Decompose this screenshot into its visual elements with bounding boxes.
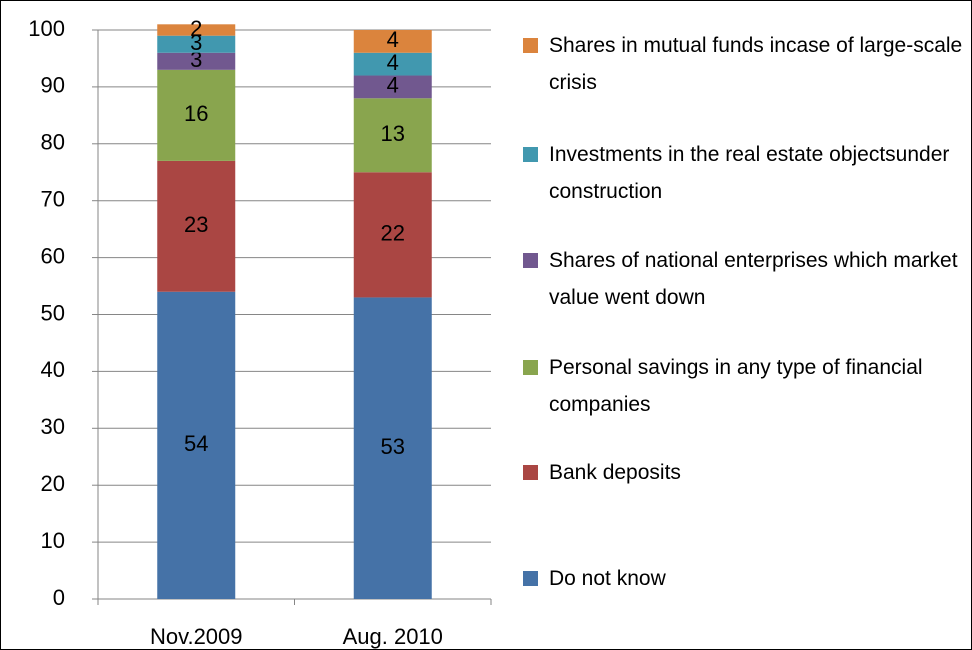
y-tick-label: 90 — [41, 73, 65, 98]
y-tick-label: 10 — [41, 528, 65, 553]
legend-label: Do not know — [549, 567, 666, 590]
x-tick-label: Aug. 2010 — [343, 624, 443, 649]
bar-segment — [157, 24, 236, 36]
bar-segment — [157, 160, 236, 292]
legend-label: Personal savings in any type of financia… — [549, 356, 923, 416]
legend-swatch — [523, 147, 538, 162]
legend-label: Investments in the real estate objectsun… — [549, 143, 950, 203]
y-tick-label: 30 — [41, 414, 65, 439]
y-tick-label: 100 — [28, 16, 65, 41]
legend-swatch — [523, 38, 538, 53]
data-label: 23 — [184, 212, 208, 237]
data-label: 4 — [387, 50, 399, 75]
legend-swatch — [523, 465, 538, 480]
bar-segment — [157, 291, 236, 599]
data-label: 4 — [387, 73, 399, 98]
bar-segment — [353, 98, 432, 173]
y-tick-label: 80 — [41, 130, 65, 155]
data-label: 16 — [184, 101, 208, 126]
data-label: 3 — [190, 47, 202, 72]
y-tick-label: 20 — [41, 471, 65, 496]
legend-label: Shares in mutual funds incase of large-s… — [549, 34, 963, 94]
legend-swatch — [523, 571, 538, 586]
data-label: 22 — [381, 221, 405, 246]
legend-swatch — [523, 253, 538, 268]
data-label: 53 — [381, 434, 405, 459]
legend-label: Shares of national enterprises which mar… — [549, 249, 958, 309]
legend-label: Bank deposits — [549, 461, 681, 484]
bar-segment — [157, 69, 236, 161]
y-tick-label: 60 — [41, 243, 65, 268]
bar-segment — [353, 75, 432, 99]
data-label: 13 — [381, 121, 405, 146]
y-tick-label: 0 — [53, 585, 65, 610]
y-tick-label: 50 — [41, 300, 65, 325]
bar-segment — [353, 30, 432, 53]
bar-segment — [157, 35, 236, 53]
data-label: 4 — [387, 27, 399, 52]
y-tick-label: 70 — [41, 187, 65, 212]
bar-segment — [157, 52, 236, 70]
bar-segment — [353, 52, 432, 76]
data-label: 3 — [190, 30, 202, 55]
data-label: 54 — [184, 431, 208, 456]
data-label: 2 — [190, 16, 202, 41]
bar-segment — [353, 297, 432, 599]
x-tick-label: Nov.2009 — [150, 624, 243, 649]
legend-swatch — [523, 360, 538, 375]
y-tick-label: 40 — [41, 357, 65, 382]
bar-segment — [353, 172, 432, 298]
